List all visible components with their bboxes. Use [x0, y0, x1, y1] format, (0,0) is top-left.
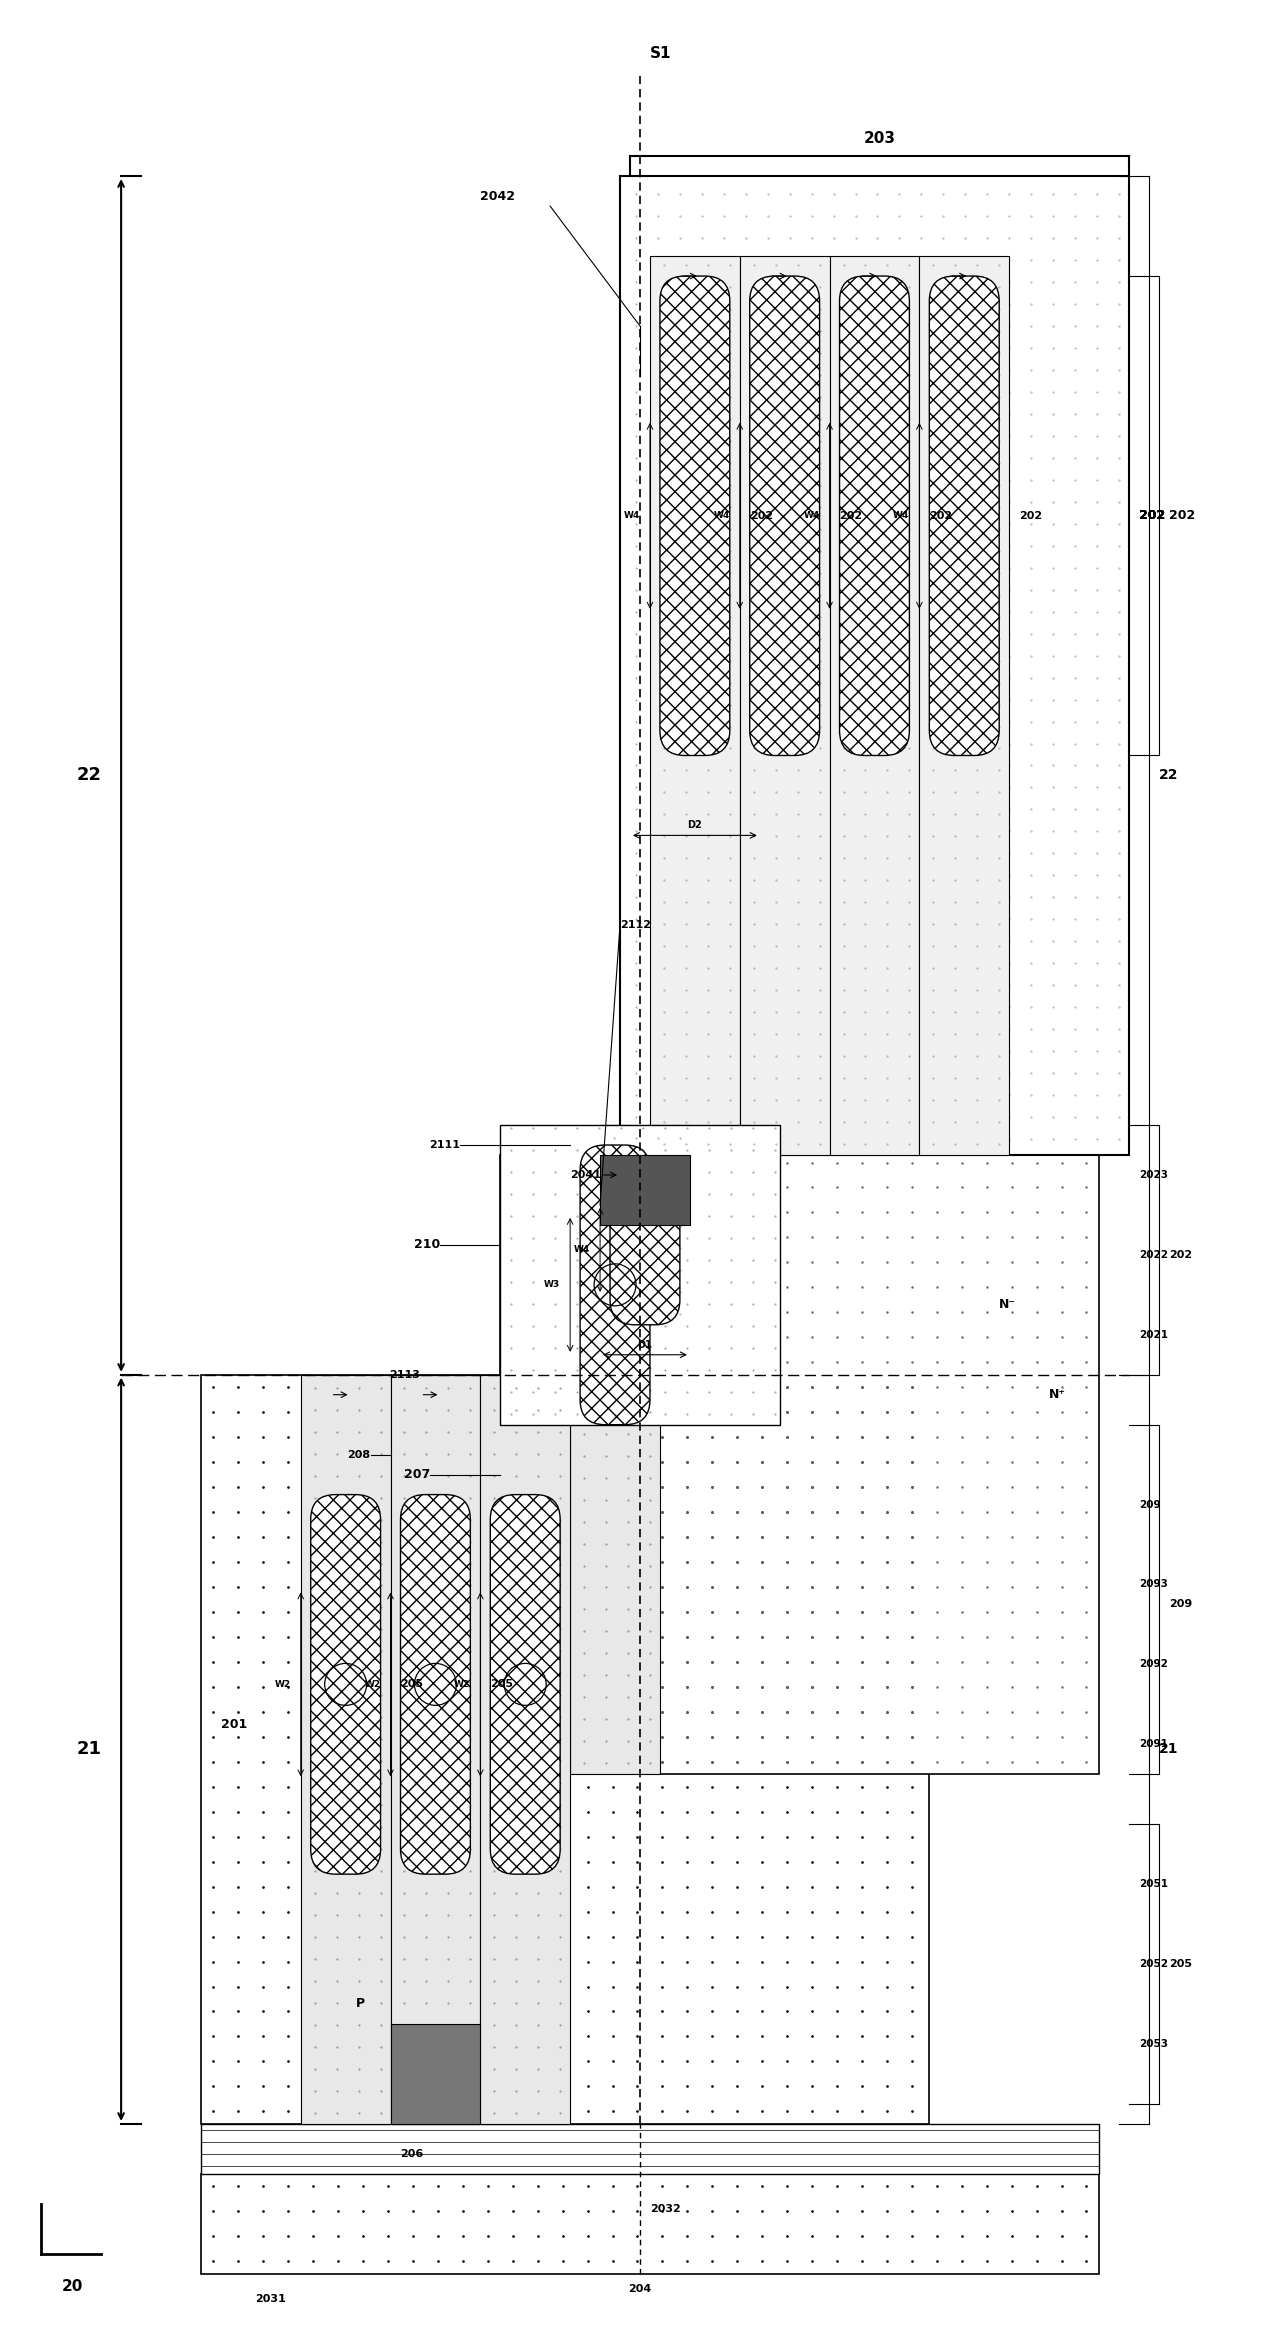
FancyBboxPatch shape: [839, 277, 910, 756]
Text: 202: 202: [1138, 509, 1165, 523]
Text: D1: D1: [637, 1339, 652, 1351]
Text: 210: 210: [414, 1239, 440, 1251]
Text: W2: W2: [454, 1681, 471, 1688]
Text: 2031: 2031: [255, 2295, 286, 2304]
Text: 2023: 2023: [1138, 1169, 1167, 1181]
Bar: [500, 1156, 1099, 1774]
Bar: [650, 256, 740, 1156]
Bar: [919, 256, 1010, 1156]
Bar: [829, 256, 919, 1156]
Text: 2052: 2052: [1138, 1960, 1167, 1969]
Text: 205: 205: [1169, 1960, 1191, 1969]
Text: 2053: 2053: [1138, 2039, 1167, 2048]
Bar: [481, 1374, 570, 2123]
Bar: [599, 1125, 690, 1325]
Bar: [500, 1125, 780, 1425]
Bar: [201, 1374, 929, 2123]
Text: 203: 203: [863, 130, 896, 146]
FancyBboxPatch shape: [310, 1495, 381, 1874]
Text: 204: 204: [628, 2283, 651, 2295]
Text: 22: 22: [76, 767, 101, 784]
Text: 2041: 2041: [570, 1169, 601, 1181]
Text: 202: 202: [750, 512, 772, 521]
Bar: [620, 177, 1129, 1156]
Text: 21: 21: [1159, 1741, 1179, 1755]
Bar: [390, 1374, 481, 2123]
Text: 2113: 2113: [390, 1369, 420, 1379]
Text: 2092: 2092: [1138, 1660, 1167, 1669]
Text: 2021: 2021: [1138, 1330, 1167, 1339]
Text: 202: 202: [839, 512, 863, 521]
Text: 20: 20: [62, 2278, 82, 2295]
Text: 21: 21: [76, 1741, 101, 1758]
Text: N⁺: N⁺: [1049, 1388, 1066, 1402]
Bar: [570, 1156, 660, 1774]
Text: W2: W2: [275, 1681, 290, 1688]
Text: 2093: 2093: [1138, 1579, 1167, 1590]
Text: 2022: 2022: [1138, 1251, 1167, 1260]
Text: 202: 202: [1169, 1251, 1191, 1260]
FancyBboxPatch shape: [581, 1144, 650, 1425]
Bar: [740, 256, 829, 1156]
Text: 209: 209: [1169, 1600, 1193, 1609]
FancyBboxPatch shape: [491, 1495, 560, 1874]
Text: W3: W3: [544, 1281, 560, 1290]
Text: P: P: [356, 1997, 365, 2011]
FancyBboxPatch shape: [610, 1174, 680, 1325]
Text: 202: 202: [1169, 509, 1195, 523]
Text: W4: W4: [713, 512, 729, 521]
Text: W4: W4: [893, 512, 910, 521]
Text: 205: 205: [400, 1679, 424, 1690]
Text: 206: 206: [400, 2148, 424, 2160]
Text: W4: W4: [574, 1246, 591, 1256]
Text: 2042: 2042: [481, 191, 515, 202]
Text: N⁻: N⁻: [1000, 1297, 1016, 1311]
Text: 202: 202: [1138, 509, 1165, 523]
FancyBboxPatch shape: [660, 277, 729, 756]
Text: W4: W4: [804, 512, 819, 521]
Text: 2032: 2032: [650, 2204, 680, 2213]
Bar: [201, 2123, 1099, 2174]
Text: 202: 202: [1138, 509, 1165, 523]
Text: 2112: 2112: [620, 921, 651, 930]
Text: W4: W4: [623, 512, 640, 521]
Bar: [599, 1156, 690, 1225]
Text: 201: 201: [221, 1718, 247, 1730]
Text: 202: 202: [1138, 509, 1165, 523]
Text: W2: W2: [365, 1681, 381, 1688]
Text: S1: S1: [650, 46, 671, 60]
Text: 202: 202: [929, 512, 953, 521]
Text: 205: 205: [491, 1679, 514, 1690]
Bar: [300, 1374, 390, 2123]
FancyBboxPatch shape: [400, 1495, 471, 1874]
FancyBboxPatch shape: [750, 277, 819, 756]
Text: D2: D2: [688, 821, 702, 830]
Text: 22: 22: [1159, 770, 1179, 784]
Bar: [201, 2174, 1099, 2274]
Text: 202: 202: [1020, 512, 1042, 521]
Text: 2111: 2111: [429, 1139, 461, 1151]
Text: 2091: 2091: [1138, 1739, 1167, 1748]
Bar: [390, 2025, 481, 2123]
FancyBboxPatch shape: [929, 277, 1000, 756]
Text: 207: 207: [404, 1467, 430, 1481]
Text: 2051: 2051: [1138, 1879, 1167, 1890]
Text: 209: 209: [1138, 1500, 1161, 1509]
Text: 208: 208: [347, 1451, 371, 1460]
